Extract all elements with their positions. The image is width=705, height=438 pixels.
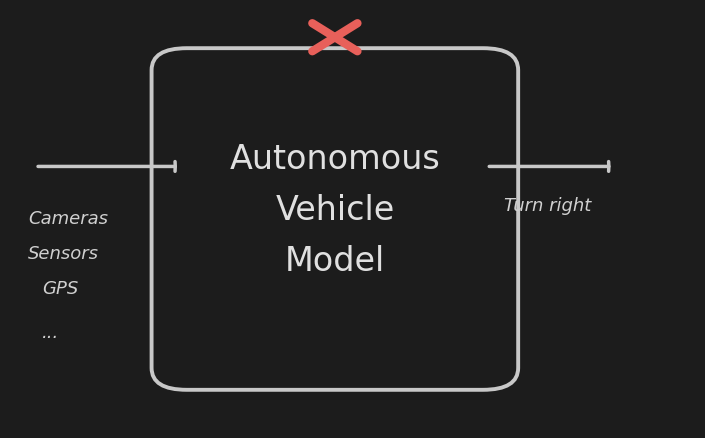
Text: Autonomous
Vehicle
Model: Autonomous Vehicle Model [230,142,440,278]
Text: Sensors: Sensors [28,245,99,263]
FancyBboxPatch shape [152,48,518,390]
Text: Turn right: Turn right [504,197,591,215]
Text: ...: ... [42,324,59,342]
Text: GPS: GPS [42,280,78,298]
Text: Cameras: Cameras [28,210,108,228]
